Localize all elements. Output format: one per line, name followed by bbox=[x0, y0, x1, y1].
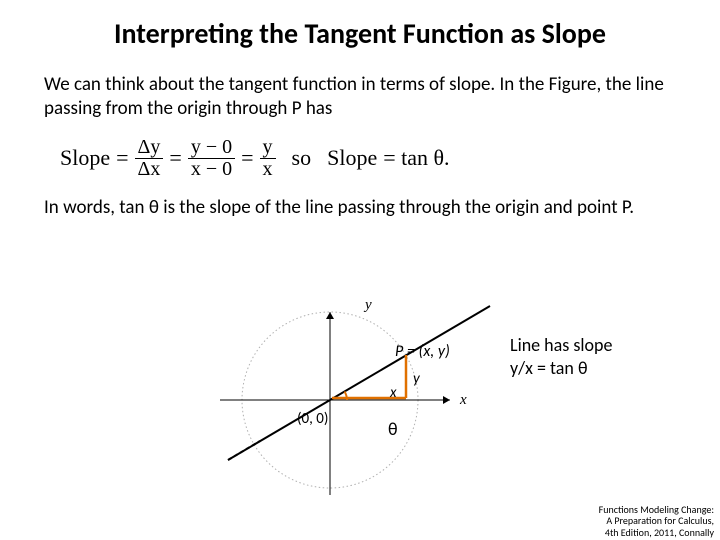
y-axis-label: y bbox=[365, 297, 372, 314]
x-leg-label: x bbox=[390, 384, 397, 402]
eq2: = bbox=[169, 145, 181, 171]
slope-annotation: Line has slope y/x = tan θ bbox=[510, 334, 612, 379]
eq1: = bbox=[116, 145, 128, 171]
diagram-svg bbox=[200, 300, 500, 520]
slope-line2: y/x = tan θ bbox=[510, 357, 612, 380]
y-leg-label: y bbox=[413, 370, 420, 388]
y-arrowhead bbox=[326, 312, 334, 319]
tangent-line bbox=[228, 306, 490, 460]
formula-lhs: Slope bbox=[60, 145, 110, 171]
fraction-xy0: y − 0 x − 0 bbox=[188, 137, 235, 180]
num2: y − 0 bbox=[188, 137, 235, 159]
slope-formula: Slope = Δy Δx = y − 0 x − 0 = y x so Slo… bbox=[0, 121, 720, 190]
x-axis-label: x bbox=[460, 392, 467, 409]
footer-l2: A Preparation for Calculus, bbox=[599, 515, 714, 527]
intro-paragraph: We can think about the tangent function … bbox=[0, 51, 720, 121]
num1: Δy bbox=[135, 137, 164, 159]
num3: y bbox=[260, 137, 276, 159]
footer-l3: 4th Edition, 2011, Connally bbox=[599, 527, 714, 539]
den2: x − 0 bbox=[188, 159, 235, 180]
fraction-deltas: Δy Δx bbox=[135, 137, 164, 180]
den3: x bbox=[260, 159, 276, 180]
origin-label: (0, 0) bbox=[297, 410, 328, 428]
point-p-label: P = (x, y) bbox=[395, 342, 450, 361]
unit-circle-diagram bbox=[200, 300, 460, 520]
citation-footer: Functions Modeling Change: A Preparation… bbox=[599, 504, 714, 539]
theta-label: θ bbox=[388, 418, 398, 440]
x-arrowhead bbox=[443, 396, 450, 404]
slope-line1: Line has slope bbox=[510, 334, 612, 357]
formula-rhs: = tan θ. bbox=[383, 145, 449, 171]
so-text: so bbox=[282, 145, 322, 171]
den1: Δx bbox=[135, 159, 164, 180]
fraction-yx: y x bbox=[260, 137, 276, 180]
formula-rhs-lhs: Slope bbox=[327, 145, 377, 171]
page-title: Interpreting the Tangent Function as Slo… bbox=[0, 0, 720, 51]
eq3: = bbox=[241, 145, 253, 171]
summary-paragraph: In words, tan θ is the slope of the line… bbox=[0, 190, 720, 220]
